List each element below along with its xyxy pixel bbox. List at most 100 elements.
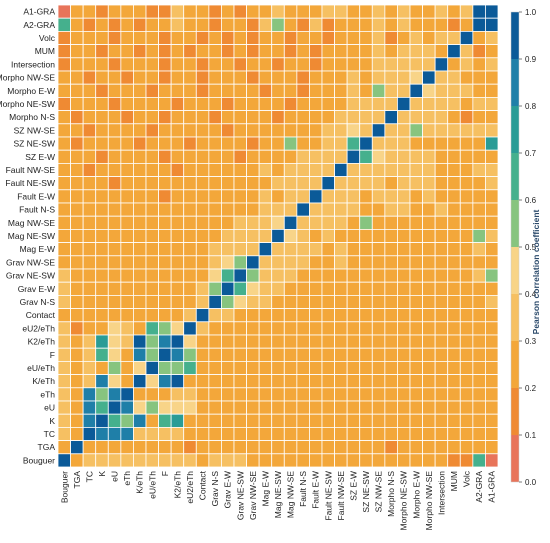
colorbar-bin: [511, 200, 519, 247]
heatmap-cell: [485, 387, 499, 402]
heatmap-cell: [397, 44, 411, 59]
heatmap-cell: [221, 189, 235, 204]
heatmap-cell: [70, 215, 84, 230]
heatmap-cell: [158, 228, 172, 243]
heatmap-cell: [485, 83, 499, 98]
heatmap-cell: [221, 413, 235, 428]
heatmap-cell: [422, 308, 436, 323]
heatmap-cell: [271, 453, 285, 468]
heatmap-cell: [208, 308, 222, 323]
heatmap-cell: [296, 321, 310, 336]
heatmap-cell: [107, 149, 122, 164]
heatmap-cell: [195, 17, 210, 32]
heatmap-cell: [359, 136, 373, 151]
heatmap-cell: [271, 360, 285, 375]
heatmap-cell: [283, 308, 298, 323]
heatmap-cell: [434, 347, 449, 362]
heatmap-cell: [409, 334, 423, 349]
heatmap-cell: [183, 176, 197, 191]
heatmap-cell: [57, 44, 71, 59]
x-tick-label: eU/eTh: [147, 471, 157, 499]
heatmap-cell: [283, 387, 298, 402]
heatmap-cell: [120, 453, 134, 468]
heatmap-cell: [447, 426, 461, 441]
heatmap-cell: [271, 294, 285, 309]
heatmap-cell: [359, 149, 373, 164]
heatmap-cell: [409, 70, 423, 85]
heatmap-cell: [397, 30, 411, 45]
heatmap-cell: [95, 149, 109, 164]
heatmap-cell: [120, 70, 134, 85]
heatmap-cell: [145, 97, 159, 112]
heatmap-cell: [258, 321, 273, 336]
heatmap-cell: [434, 30, 449, 45]
heatmap-cell: [258, 176, 273, 191]
heatmap-cell: [95, 215, 109, 230]
heatmap-cell: [371, 162, 386, 177]
heatmap-cell: [371, 334, 386, 349]
heatmap-cell: [208, 426, 222, 441]
heatmap-cell: [283, 440, 298, 455]
heatmap-cell: [472, 4, 486, 19]
heatmap-cell: [195, 30, 210, 45]
heatmap-cell: [57, 202, 71, 217]
heatmap-cell: [70, 70, 84, 85]
heatmap-cell: [82, 17, 97, 32]
heatmap-cell: [346, 374, 361, 389]
heatmap-cell: [459, 242, 474, 257]
heatmap-cell: [195, 387, 210, 402]
heatmap-cell: [346, 400, 361, 415]
heatmap-cell: [485, 70, 499, 85]
heatmap-cell: [208, 347, 222, 362]
heatmap-cell: [409, 281, 423, 296]
heatmap-cell: [459, 215, 474, 230]
heatmap-cell: [183, 440, 197, 455]
heatmap-cell: [309, 440, 323, 455]
heatmap-cell: [107, 97, 122, 112]
heatmap-cell: [334, 149, 348, 164]
heatmap-cell: [120, 400, 134, 415]
heatmap-cell: [70, 255, 84, 270]
heatmap-cell: [371, 176, 386, 191]
heatmap-cell: [397, 400, 411, 415]
heatmap-cell: [271, 281, 285, 296]
heatmap-cell: [133, 281, 147, 296]
colorbar-tick-label: 1.0: [525, 8, 537, 17]
heatmap-cell: [271, 44, 285, 59]
heatmap-cell: [70, 413, 84, 428]
heatmap-cell: [170, 255, 185, 270]
x-tick-label: eU: [110, 471, 120, 482]
heatmap-cell: [346, 4, 361, 19]
heatmap-cell: [183, 360, 197, 375]
heatmap-cell: [133, 426, 147, 441]
y-tick-label: TGA: [38, 442, 56, 452]
heatmap-cell: [384, 255, 398, 270]
heatmap-cell: [95, 123, 109, 138]
heatmap-cell: [57, 347, 71, 362]
heatmap-cell: [283, 136, 298, 151]
heatmap-cell: [397, 294, 411, 309]
heatmap-cell: [459, 123, 474, 138]
heatmap-cell: [145, 202, 159, 217]
heatmap-cell: [485, 242, 499, 257]
heatmap-cell: [371, 17, 386, 32]
heatmap-cell: [233, 30, 247, 45]
heatmap-cell: [434, 110, 449, 125]
heatmap-cell: [221, 374, 235, 389]
heatmap-cell: [158, 268, 172, 283]
heatmap-cell: [233, 176, 247, 191]
heatmap-cell: [447, 189, 461, 204]
heatmap-cell: [133, 215, 147, 230]
colorbar-tick-label: 0.4: [525, 290, 537, 299]
heatmap-cell: [95, 426, 109, 441]
heatmap-cell: [233, 413, 247, 428]
heatmap-cell: [397, 110, 411, 125]
heatmap-cell: [208, 440, 222, 455]
heatmap-cell: [195, 255, 210, 270]
heatmap-cell: [246, 347, 260, 362]
heatmap-cell: [133, 255, 147, 270]
heatmap-cell: [158, 281, 172, 296]
heatmap-cell: [70, 44, 84, 59]
heatmap-cell: [485, 228, 499, 243]
heatmap-cell: [95, 202, 109, 217]
